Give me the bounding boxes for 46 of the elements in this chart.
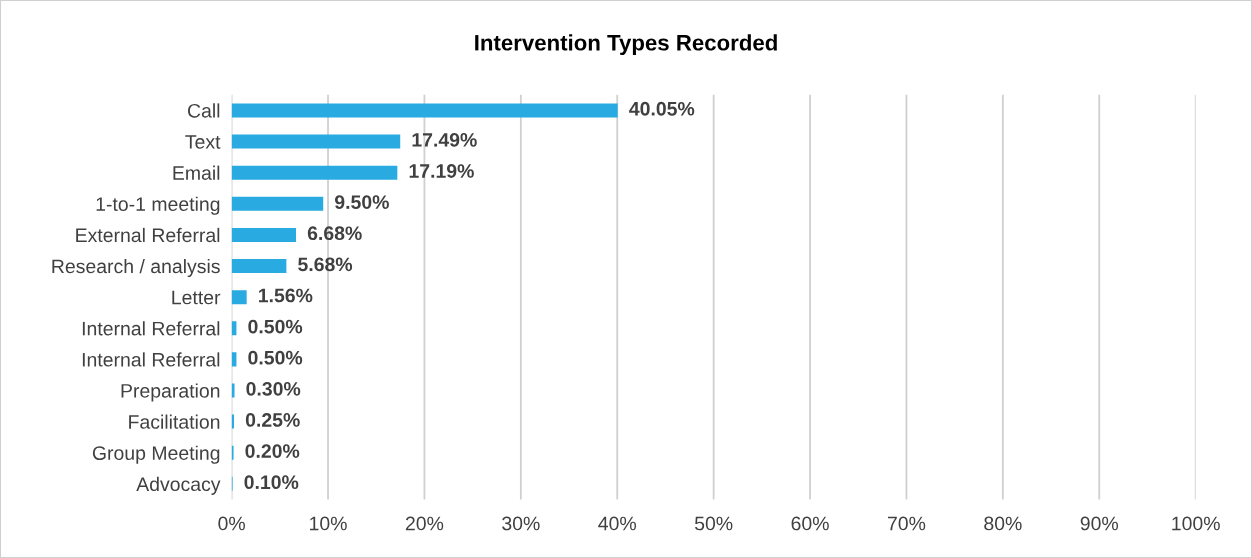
x-tick-label: 10% — [310, 516, 347, 531]
y-tick-label: Email — [173, 165, 220, 180]
data-label: 17.19% — [409, 164, 474, 178]
x-tick-label: 30% — [502, 516, 540, 531]
y-tick-label: Group Meeting — [92, 445, 220, 464]
data-label: 0.50% — [248, 319, 303, 334]
data-label: 17.49% — [412, 132, 477, 147]
x-tick-label: 0% — [218, 516, 245, 531]
y-tick-label: Internal Referral — [82, 321, 220, 336]
x-tick-label: 90% — [1080, 516, 1119, 531]
y-tick-label: Preparation — [121, 383, 220, 402]
bar — [231, 196, 324, 211]
x-tick-label: 60% — [791, 516, 829, 531]
y-tick-label: Call — [188, 103, 220, 118]
data-label: 0.20% — [245, 444, 300, 458]
y-tick-label: Research / analysis — [52, 258, 220, 278]
x-tick-label: 40% — [598, 516, 636, 531]
bar — [231, 290, 247, 305]
data-label: 5.68% — [298, 257, 353, 272]
x-tick-label: 70% — [887, 516, 926, 531]
x-tick-label: 80% — [984, 516, 1022, 531]
data-label: 0.10% — [244, 475, 299, 490]
data-label: 0.30% — [246, 381, 301, 396]
bar — [231, 103, 618, 118]
y-tick-label: Internal Referral — [82, 352, 220, 367]
y-tick-label: Facilitation — [129, 414, 220, 429]
data-label: 0.50% — [248, 350, 303, 365]
data-label: 1.56% — [258, 288, 313, 303]
bar — [231, 227, 297, 242]
data-label: 9.50% — [334, 195, 389, 209]
y-tick-label: 1-to-1 meeting — [96, 196, 220, 215]
chart-title: Intervention Types Recorded — [475, 34, 777, 55]
bar — [231, 259, 287, 274]
bar — [231, 134, 401, 149]
y-tick-label: Letter — [172, 290, 221, 305]
y-tick-label: External Referral — [76, 227, 220, 243]
data-label: 0.25% — [245, 413, 300, 427]
x-tick-label: 100% — [1172, 516, 1220, 531]
bar — [231, 383, 235, 398]
bar — [231, 165, 398, 180]
data-label: 6.68% — [307, 226, 362, 241]
x-tick-label: 20% — [405, 516, 444, 531]
y-tick-label: Advocacy — [136, 476, 221, 495]
y-tick-label: Text — [185, 135, 221, 149]
data-label: 40.05% — [629, 101, 695, 116]
x-tick-label: 50% — [694, 516, 733, 531]
